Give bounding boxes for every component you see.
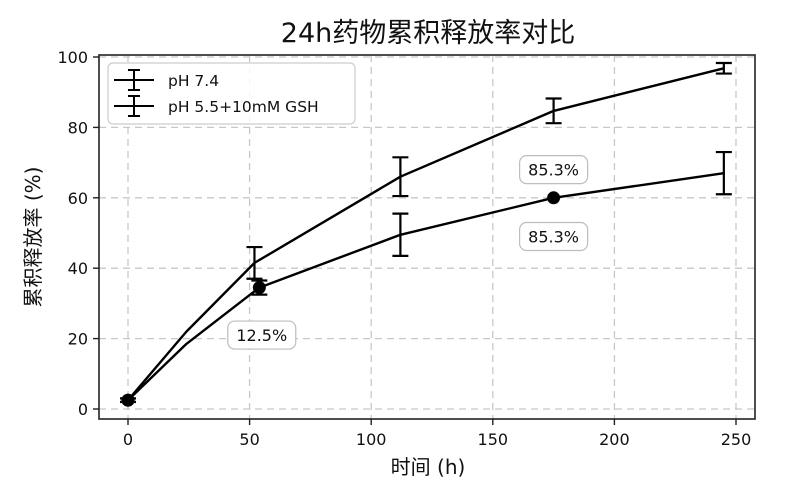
series-line bbox=[127, 67, 725, 401]
x-tick-label: 50 bbox=[239, 430, 259, 449]
y-axis-ticks: 0 20 40 60 80 100 bbox=[57, 48, 99, 419]
plot-frame bbox=[98, 54, 756, 420]
y-tick-label: 80 bbox=[68, 118, 88, 137]
series-1 bbox=[120, 61, 732, 407]
y-tick-label: 0 bbox=[78, 400, 88, 419]
legend-item-ph55-gsh: pH 5.5+10mM GSH bbox=[114, 95, 319, 117]
legend-label: pH 7.4 bbox=[168, 72, 219, 90]
y-tick-label: 60 bbox=[68, 189, 88, 208]
annotation-label: 12.5% bbox=[227, 320, 297, 350]
x-axis-ticks: 0 50 100 150 200 250 bbox=[123, 419, 751, 449]
svg-text:85.3%: 85.3% bbox=[528, 161, 579, 180]
x-tick-label: 0 bbox=[123, 430, 133, 449]
x-tick-label: 100 bbox=[356, 430, 387, 449]
x-tick-label: 150 bbox=[478, 430, 509, 449]
legend-item-ph74: pH 7.4 bbox=[114, 69, 219, 91]
y-axis-label: 累积释放率 (%) bbox=[21, 167, 45, 308]
legend-label: pH 5.5+10mM GSH bbox=[168, 98, 319, 116]
legend-box bbox=[107, 62, 356, 125]
data-point-marker bbox=[547, 191, 561, 205]
grid-lines bbox=[99, 55, 755, 419]
series-layer bbox=[120, 61, 732, 407]
legend: pH 7.4 pH 5.5+10mM GSH bbox=[107, 62, 356, 125]
svg-text:85.3%: 85.3% bbox=[528, 228, 579, 247]
x-tick-label: 250 bbox=[721, 430, 752, 449]
y-tick-label: 40 bbox=[68, 259, 88, 278]
errorbar-line-icon bbox=[114, 95, 154, 117]
series-line bbox=[127, 172, 724, 402]
y-tick-label: 100 bbox=[57, 48, 88, 67]
series-0 bbox=[120, 150, 732, 407]
svg-text:12.5%: 12.5% bbox=[236, 326, 287, 345]
y-tick-label: 20 bbox=[68, 330, 88, 349]
annotation-label: 85.3% bbox=[518, 221, 589, 252]
errorbar-line-icon bbox=[114, 69, 154, 91]
x-tick-label: 200 bbox=[599, 430, 630, 449]
annotations: 12.5% 85.3% 85.3% bbox=[227, 155, 589, 350]
data-point-marker bbox=[121, 393, 135, 407]
x-axis-label: 时间 (h) bbox=[391, 455, 466, 479]
annotation-label: 85.3% bbox=[518, 155, 589, 185]
data-point-marker bbox=[252, 281, 266, 295]
chart-title: 24h药物累积释放率对比 bbox=[281, 18, 575, 49]
